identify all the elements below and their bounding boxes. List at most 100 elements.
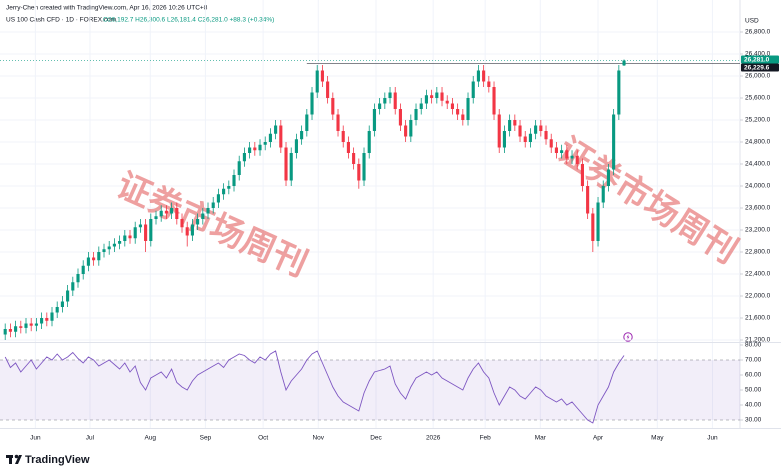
rsi-y-tick-label: 70.00 — [745, 357, 762, 364]
candle-body — [393, 92, 397, 109]
candle-body — [45, 318, 49, 321]
x-tick-label: Aug — [144, 435, 156, 442]
candle-body — [300, 131, 304, 140]
candle-body — [71, 282, 75, 291]
candle-body — [388, 92, 392, 98]
candle-body — [14, 326, 18, 332]
candle-body — [170, 208, 174, 214]
candle-body — [450, 103, 454, 109]
candle-body — [414, 109, 418, 120]
candle-body — [617, 70, 621, 115]
candle-body — [128, 235, 132, 239]
y-tick-label: 26,400.0 — [745, 51, 771, 58]
candle-body — [19, 326, 23, 328]
candle-body — [440, 92, 444, 101]
rsi-y-tick-label: 80.00 — [745, 342, 762, 349]
x-tick-label: Dec — [370, 435, 382, 442]
x-tick-label: Feb — [480, 435, 492, 442]
candle-body — [565, 150, 569, 159]
candle-body — [149, 219, 153, 241]
candle-body — [601, 186, 605, 203]
y-tick-label: 24,800.0 — [745, 139, 771, 146]
candle-body — [596, 202, 600, 241]
candle-body — [606, 169, 610, 186]
y-tick-label: 26,000.0 — [745, 73, 771, 80]
currency-label: USD — [745, 18, 759, 25]
candle-body — [258, 144, 262, 151]
candle-body — [138, 224, 142, 228]
y-tick-label: 22,000.0 — [745, 293, 771, 300]
candle-body — [341, 131, 345, 142]
chart-title: Jerry-Chen created with TradingView.com,… — [6, 5, 208, 12]
x-tick-label: May — [651, 435, 664, 442]
rsi-y-tick-label: 50.00 — [745, 387, 762, 394]
candle-body — [409, 120, 413, 137]
y-tick-label: 23,200.0 — [745, 227, 771, 234]
candle-body — [216, 194, 220, 203]
candle-body — [66, 290, 70, 302]
candle-body — [86, 257, 90, 266]
candle-body — [211, 202, 215, 208]
candle-body — [107, 246, 111, 250]
y-tick-label: 21,200.0 — [745, 337, 771, 344]
candle-body — [430, 95, 434, 98]
candle-body — [263, 142, 267, 145]
labels: 26,800.0 26,400.0 26,000.0 25,600.0 25,200.0… — [30, 29, 779, 442]
candle-body — [549, 139, 553, 148]
candle-body — [24, 323, 28, 328]
candle-body — [435, 92, 439, 98]
candle-body — [102, 249, 106, 252]
x-tick-label: Oct — [258, 435, 268, 442]
y-tick-label: 23,600.0 — [745, 205, 771, 212]
x-tick-label: Jun — [707, 435, 718, 442]
candle-body — [502, 131, 506, 148]
candle-body — [398, 109, 402, 126]
candle-body — [523, 136, 527, 142]
x-tick-label: Jun — [30, 435, 41, 442]
symbol-label: US 100 Cash CFD · 1D · FOREX.com — [6, 17, 116, 24]
candle-body — [305, 114, 309, 131]
candle-body — [248, 147, 252, 153]
candle-body — [560, 150, 564, 153]
candle-body — [476, 70, 480, 82]
candle-body — [154, 216, 158, 219]
candle-body — [289, 153, 293, 181]
candle-body — [159, 210, 163, 217]
candle-body — [274, 125, 278, 134]
candle-body — [268, 133, 272, 142]
candle-body — [528, 133, 532, 142]
rsi-y-tick-label: 40.00 — [745, 402, 762, 409]
candle-body — [591, 213, 595, 241]
candle-body — [196, 219, 200, 225]
candle-body — [8, 329, 12, 332]
candle-body — [346, 142, 350, 153]
candle-body — [81, 265, 85, 274]
brand-name: TradingView — [25, 454, 90, 466]
candle-body — [424, 95, 428, 104]
candle-body — [326, 81, 330, 98]
candle-body — [133, 227, 137, 239]
candle-body — [190, 224, 194, 236]
marks — [0, 59, 740, 424]
rsi-band — [0, 360, 740, 420]
candle-body — [383, 98, 387, 104]
candle-body — [40, 318, 44, 324]
candle-body — [144, 224, 148, 241]
alert-icon — [623, 332, 633, 342]
candle-body — [320, 70, 324, 82]
candle-body — [570, 155, 574, 159]
candle-body — [622, 60, 626, 66]
rsi-y-tick-label: 30.00 — [745, 417, 762, 424]
candle-body — [466, 98, 470, 120]
candle-body — [227, 186, 231, 189]
candle-body — [612, 114, 616, 170]
candle-body — [112, 243, 116, 247]
candle-body — [242, 153, 246, 162]
y-tick-label: 26,800.0 — [745, 29, 771, 36]
candle-body — [580, 164, 584, 186]
candle-body — [279, 125, 283, 148]
candle-body — [253, 147, 257, 151]
candle-body — [492, 87, 496, 115]
candle-body — [539, 125, 543, 131]
candle-body — [518, 125, 522, 137]
